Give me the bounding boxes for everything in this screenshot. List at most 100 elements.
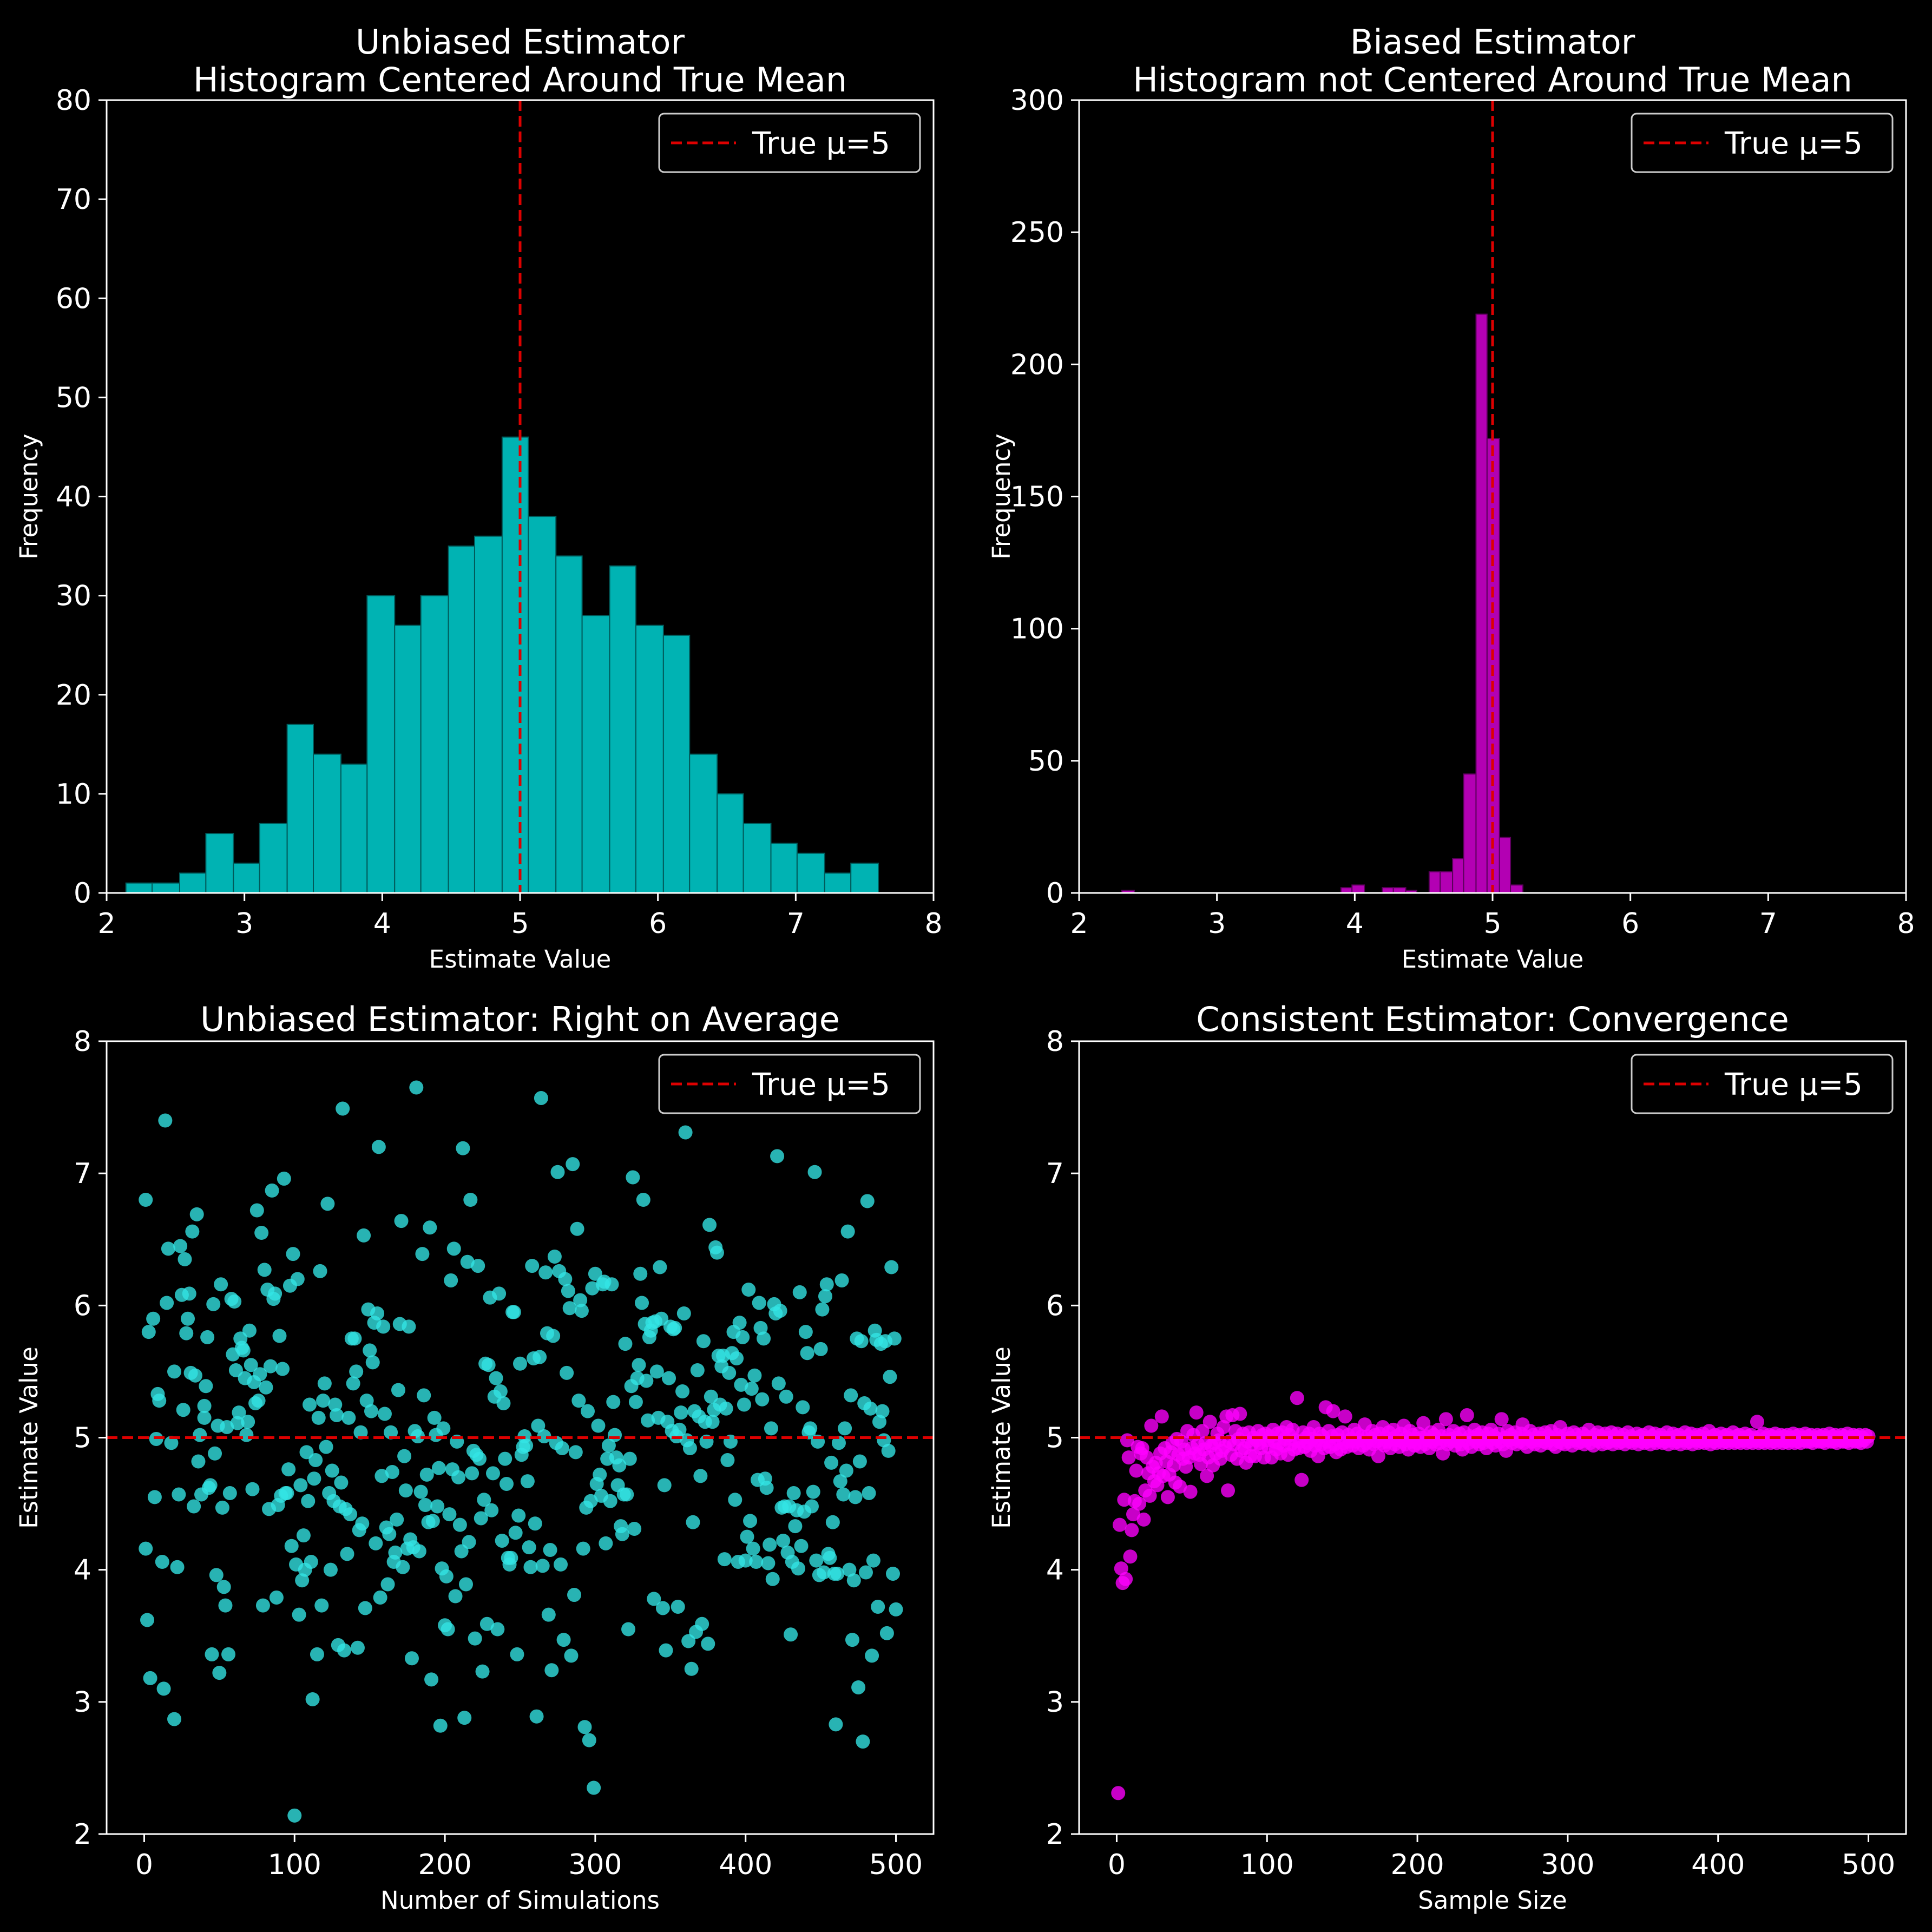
scatter-point — [249, 1203, 264, 1218]
scatter-point — [809, 1553, 824, 1568]
axis-ticks: 2 3 4 5 6 7 8 0 50 100 150 200 250 300 — [1010, 84, 1915, 940]
scatter-point — [678, 1125, 693, 1140]
legend-entry-true-mean: True μ=5 — [752, 126, 890, 161]
scatter-point — [889, 1602, 903, 1616]
scatter-point — [1132, 1496, 1147, 1511]
scatter-point — [377, 1407, 392, 1421]
scatter-point — [350, 1640, 365, 1655]
scatter-point — [409, 1080, 424, 1095]
scatter-point — [753, 1320, 768, 1335]
histogram-bar — [1440, 871, 1454, 894]
scatter-point — [370, 1306, 385, 1320]
histogram-bar — [313, 753, 341, 893]
scatter-point — [604, 1277, 619, 1292]
x-tick-label: 5 — [1483, 908, 1501, 940]
scatter-point — [647, 1592, 661, 1606]
x-tick-label: 5 — [511, 908, 529, 940]
y-tick-label: 5 — [1046, 1422, 1064, 1455]
scatter-point — [230, 1416, 245, 1430]
scatter-point — [829, 1717, 843, 1732]
scatter-point — [1173, 1479, 1187, 1494]
scatter-point — [1121, 1450, 1136, 1465]
scatter-point — [310, 1647, 324, 1661]
scatter-point — [336, 1101, 350, 1116]
scatter-point — [446, 1241, 461, 1256]
scatter-point — [172, 1487, 186, 1502]
x-tick-label: 300 — [568, 1849, 622, 1881]
scatter-point — [792, 1285, 807, 1299]
scatter-point — [749, 1555, 764, 1569]
scatter-point — [320, 1197, 335, 1211]
scatter-point — [222, 1486, 237, 1501]
scatter-point — [1326, 1404, 1340, 1418]
scatter-point — [468, 1631, 482, 1646]
scatter-point — [844, 1388, 858, 1403]
scatter-point — [641, 1413, 655, 1428]
scatter-point — [1111, 1786, 1126, 1800]
scatter-point — [209, 1568, 224, 1582]
scatter-point — [1119, 1572, 1133, 1586]
scatter-point — [507, 1305, 521, 1319]
scatter-point — [236, 1343, 251, 1358]
scatter-point — [674, 1405, 688, 1420]
scatter-point — [498, 1451, 512, 1466]
scatter-point — [803, 1421, 818, 1436]
scatter-point — [582, 1733, 596, 1747]
scatter-point — [349, 1364, 364, 1379]
scatter-point — [1117, 1493, 1132, 1507]
scatter-point — [779, 1389, 793, 1404]
scatter-point — [363, 1343, 377, 1358]
x-axis-label: Estimate Value — [429, 945, 612, 974]
scatter-point — [818, 1289, 832, 1304]
scatter-point — [280, 1486, 294, 1501]
scatter-point — [519, 1438, 534, 1453]
histogram-bar — [501, 436, 529, 893]
scatter-point — [851, 1680, 866, 1694]
scatter-point — [479, 1616, 494, 1631]
scatter-point — [158, 1113, 173, 1128]
scatter-point — [884, 1260, 899, 1274]
scatter-point — [1460, 1408, 1474, 1422]
scatter-point — [764, 1421, 778, 1436]
scatter-point — [839, 1463, 853, 1478]
scatter-point — [425, 1514, 440, 1528]
scatter-point — [398, 1483, 413, 1498]
scatter-point — [451, 1470, 466, 1484]
axis-ticks: 0 100 200 300 400 500 2 3 4 5 6 7 8 — [1046, 1026, 1895, 1881]
scatter-point — [272, 1329, 287, 1343]
scatter-point — [668, 1320, 682, 1335]
scatter-point — [299, 1445, 314, 1460]
scatter-point — [871, 1600, 885, 1614]
scatter-point — [456, 1141, 470, 1155]
y-tick-label: 30 — [56, 580, 91, 613]
y-tick-label: 2 — [1046, 1818, 1064, 1851]
scatter-point — [295, 1573, 310, 1588]
scatter-point — [1160, 1490, 1175, 1504]
y-tick-label: 60 — [56, 282, 91, 315]
scatter-point — [139, 1193, 153, 1207]
scatter-point — [254, 1226, 269, 1240]
scatter-point — [709, 1245, 724, 1260]
scatter-point — [883, 1370, 897, 1384]
legend-box — [1631, 113, 1894, 173]
histogram-bar — [125, 882, 153, 893]
scatter-point — [633, 1266, 648, 1281]
scatter-point — [376, 1319, 391, 1334]
scatter-point — [813, 1342, 828, 1356]
scatter-point — [794, 1539, 809, 1553]
scatter-point — [281, 1462, 296, 1477]
y-tick-label: 4 — [74, 1554, 91, 1587]
scatter-point — [798, 1325, 813, 1339]
scatter-point — [269, 1590, 284, 1605]
scatter-point — [770, 1149, 785, 1164]
scatter-point — [654, 1311, 669, 1326]
scatter-point — [823, 1550, 837, 1565]
scatter-point — [554, 1557, 568, 1572]
scatter-point — [452, 1517, 467, 1532]
scatter-point — [471, 1259, 485, 1273]
scatter-point — [577, 1720, 592, 1734]
histogram-bar — [796, 852, 825, 893]
scatter-point — [705, 1415, 720, 1429]
x-tick-label: 3 — [235, 908, 253, 940]
scatter-point — [176, 1403, 190, 1417]
